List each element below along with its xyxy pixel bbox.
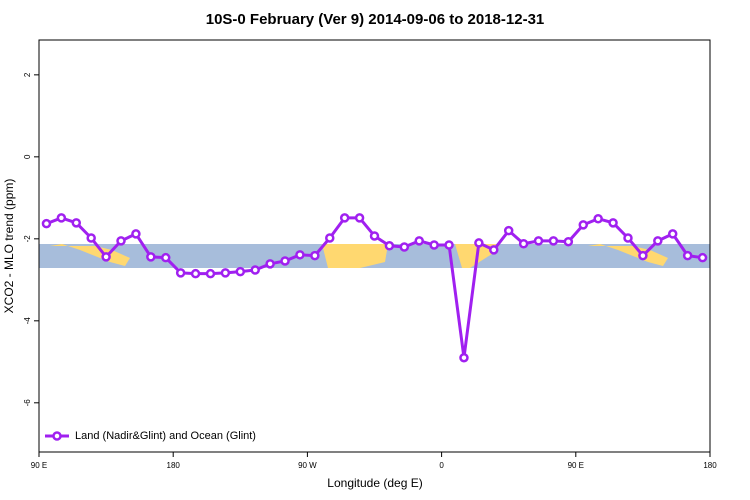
point (459, 352, 469, 363)
point (489, 245, 499, 255)
point (369, 231, 380, 241)
point (250, 265, 260, 275)
point (325, 233, 335, 243)
point (593, 213, 603, 224)
point (220, 268, 231, 278)
point (667, 229, 678, 239)
point (71, 218, 82, 228)
x-tick-label: 180 (703, 461, 717, 470)
x-tick-label: 180 (167, 461, 181, 470)
plot-frame (38, 39, 711, 453)
point (384, 241, 395, 251)
point (474, 238, 484, 248)
y-axis-label: XCO2 - MLO trend (ppm) (2, 179, 16, 314)
point (503, 225, 514, 236)
point (623, 233, 633, 243)
point (131, 229, 141, 239)
point (533, 236, 544, 246)
point (295, 250, 305, 260)
legend-marker (52, 431, 62, 441)
point (653, 236, 663, 246)
point (608, 218, 618, 228)
point (116, 236, 126, 246)
point (175, 268, 186, 278)
point (682, 250, 693, 261)
y-tick-label: 2 (23, 72, 32, 77)
point (429, 240, 439, 250)
legend-label: Land (Nadir&Glint) and Ocean (Glint) (75, 430, 256, 442)
point (548, 236, 559, 246)
x-tick-label: 90 W (298, 461, 317, 470)
point (280, 256, 290, 266)
point (146, 252, 156, 262)
point (41, 218, 52, 229)
point (339, 213, 350, 223)
point (310, 250, 320, 261)
point (205, 268, 216, 279)
y-tick-label: -4 (23, 317, 32, 325)
x-tick-label: 90 E (31, 461, 47, 470)
y-tick-label: -6 (23, 399, 32, 407)
point (354, 213, 365, 223)
point (638, 250, 648, 261)
point (578, 220, 589, 230)
point (697, 252, 708, 263)
point (399, 242, 410, 252)
point (414, 236, 424, 246)
point (444, 240, 454, 250)
chart-title: 10S-0 February (Ver 9) 2014-09-06 to 201… (206, 11, 545, 28)
point (101, 252, 111, 262)
point (190, 268, 201, 279)
y-tick-label: 0 (23, 154, 32, 159)
map-band (39, 244, 710, 268)
point (235, 266, 246, 277)
x-axis-label: Longitude (deg E) (327, 476, 422, 490)
point (563, 236, 574, 247)
point (265, 259, 275, 269)
x-tick-label: 90 E (568, 461, 584, 470)
y-tick-label: -2 (23, 235, 32, 243)
point (56, 213, 67, 223)
x-tick-label: 0 (439, 461, 444, 470)
point (160, 252, 171, 263)
point (518, 238, 529, 249)
point (86, 233, 96, 243)
